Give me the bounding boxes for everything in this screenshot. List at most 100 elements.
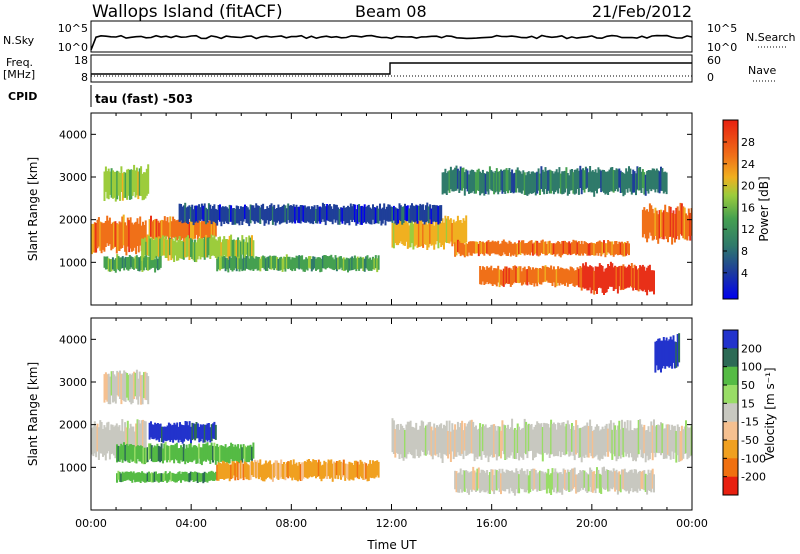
power-echo-cell (390, 206, 393, 222)
velocity-echo-cell (566, 469, 569, 490)
power-echo-cell (291, 257, 294, 272)
velocity-echo-cell (135, 446, 138, 464)
velocity-echo-cell (193, 471, 196, 482)
velocity-echo-cell (569, 469, 572, 492)
velocity-echo-cell (273, 462, 276, 478)
velocity-echo-cell (225, 462, 228, 479)
power-echo-cell (145, 257, 148, 271)
power-echo-cell (187, 218, 190, 239)
power-echo-cell (525, 175, 528, 195)
power-echo-cell (192, 209, 195, 226)
power-echo-cell (637, 268, 640, 292)
power-echo-cell (249, 256, 252, 271)
power-echo-cell (210, 208, 213, 225)
velocity-echo-cell (178, 471, 181, 481)
velocity-echo-cell (594, 426, 597, 457)
velocity-echo-cell (237, 444, 240, 464)
power-echo-cell (95, 223, 98, 253)
velocity-echo-cell (289, 460, 292, 478)
power-echo-cell (117, 256, 120, 271)
velocity-echo-cell (125, 443, 128, 461)
power-echo-band (391, 215, 468, 250)
velocity-echo-cell (338, 460, 341, 476)
freq-trace (91, 62, 692, 75)
velocity-echo-cell (166, 425, 169, 441)
power-echo-band (216, 254, 380, 273)
velocity-echo-cell (117, 372, 120, 397)
colorbar-tick-label: 24 (741, 158, 755, 171)
velocity-echo-cell (214, 446, 217, 465)
velocity-echo-band (454, 466, 655, 496)
power-echo-cell (107, 258, 110, 272)
power-echo-cell (575, 270, 578, 286)
power-echo-cell (309, 256, 312, 269)
power-echo-cell (316, 205, 319, 224)
velocity-colorbar-cell (723, 348, 738, 368)
power-echo-cell (246, 207, 249, 224)
power-echo-cell (352, 258, 355, 270)
power-echo-cell (582, 168, 585, 191)
power-echo-cell (587, 266, 590, 291)
power-echo-cell (231, 239, 234, 259)
power-echo-cell (230, 205, 233, 222)
velocity-echo-cell (353, 460, 356, 478)
velocity-echo-cell (130, 374, 133, 405)
power-echo-cell (523, 243, 526, 256)
power-echo-cell (646, 171, 649, 192)
power-echo-cell (616, 244, 619, 256)
power-echo-cell (365, 256, 368, 269)
power-echo-cell (402, 206, 405, 223)
power-echo-cell (537, 268, 540, 283)
velocity-echo-cell (224, 444, 227, 462)
velocity-echo-cell (541, 427, 544, 462)
power-echo-cell (262, 203, 265, 221)
power-echo-cell (349, 257, 352, 271)
power-echo-cell (611, 241, 614, 256)
velocity-echo-cell (679, 431, 682, 462)
velocity-echo-cell (173, 422, 176, 440)
power-echo-cell (381, 207, 384, 224)
velocity-echo-cell (468, 472, 470, 495)
velocity-echo-cell (176, 422, 179, 440)
power-echo-cell (552, 266, 555, 283)
velocity-echo-cell (455, 429, 458, 457)
power-echo-cell (612, 267, 615, 291)
velocity-echo-cell (308, 459, 310, 478)
velocity-xlabel: Time UT (366, 538, 417, 552)
power-echo-cell (576, 267, 579, 286)
power-echo-cell (511, 169, 514, 193)
power-echo-cell (580, 169, 583, 195)
power-echo-cell (455, 221, 458, 248)
power-echo-cell (110, 168, 113, 198)
velocity-colorbar-cell (723, 458, 738, 478)
power-echo-cell (141, 173, 144, 201)
power-echo-cell (200, 203, 203, 220)
power-echo-cell (539, 243, 541, 256)
power-echo-cell (504, 266, 507, 285)
power-echo-cell (128, 220, 131, 253)
power-echo-cell (295, 255, 298, 269)
velocity-echo-cell (459, 423, 462, 456)
velocity-echo-cell (162, 426, 165, 443)
power-echo-cell (664, 171, 667, 192)
velocity-echo-cell (555, 471, 558, 494)
power-echo-cell (185, 237, 188, 258)
velocity-echo-cell (162, 473, 164, 482)
power-echo-cell (155, 254, 158, 269)
velocity-echo-cell (195, 445, 198, 464)
velocity-echo-cell (598, 473, 601, 493)
velocity-echo-cell (125, 427, 128, 457)
power-echo-cell (651, 208, 654, 241)
power-echo-cell (520, 173, 523, 194)
velocity-echo-cell (640, 424, 643, 458)
velocity-echo-cell (402, 428, 405, 461)
velocity-echo-cell (116, 370, 119, 396)
power-echo-cell (564, 170, 566, 193)
power-echo-cell (622, 264, 625, 290)
power-echo-cell (522, 267, 525, 285)
power-echo-cell (678, 210, 681, 240)
velocity-echo-cell (673, 341, 676, 369)
power-echo-cell (224, 257, 227, 272)
power-echo-cell (545, 266, 548, 281)
velocity-echo-cell (461, 474, 464, 493)
